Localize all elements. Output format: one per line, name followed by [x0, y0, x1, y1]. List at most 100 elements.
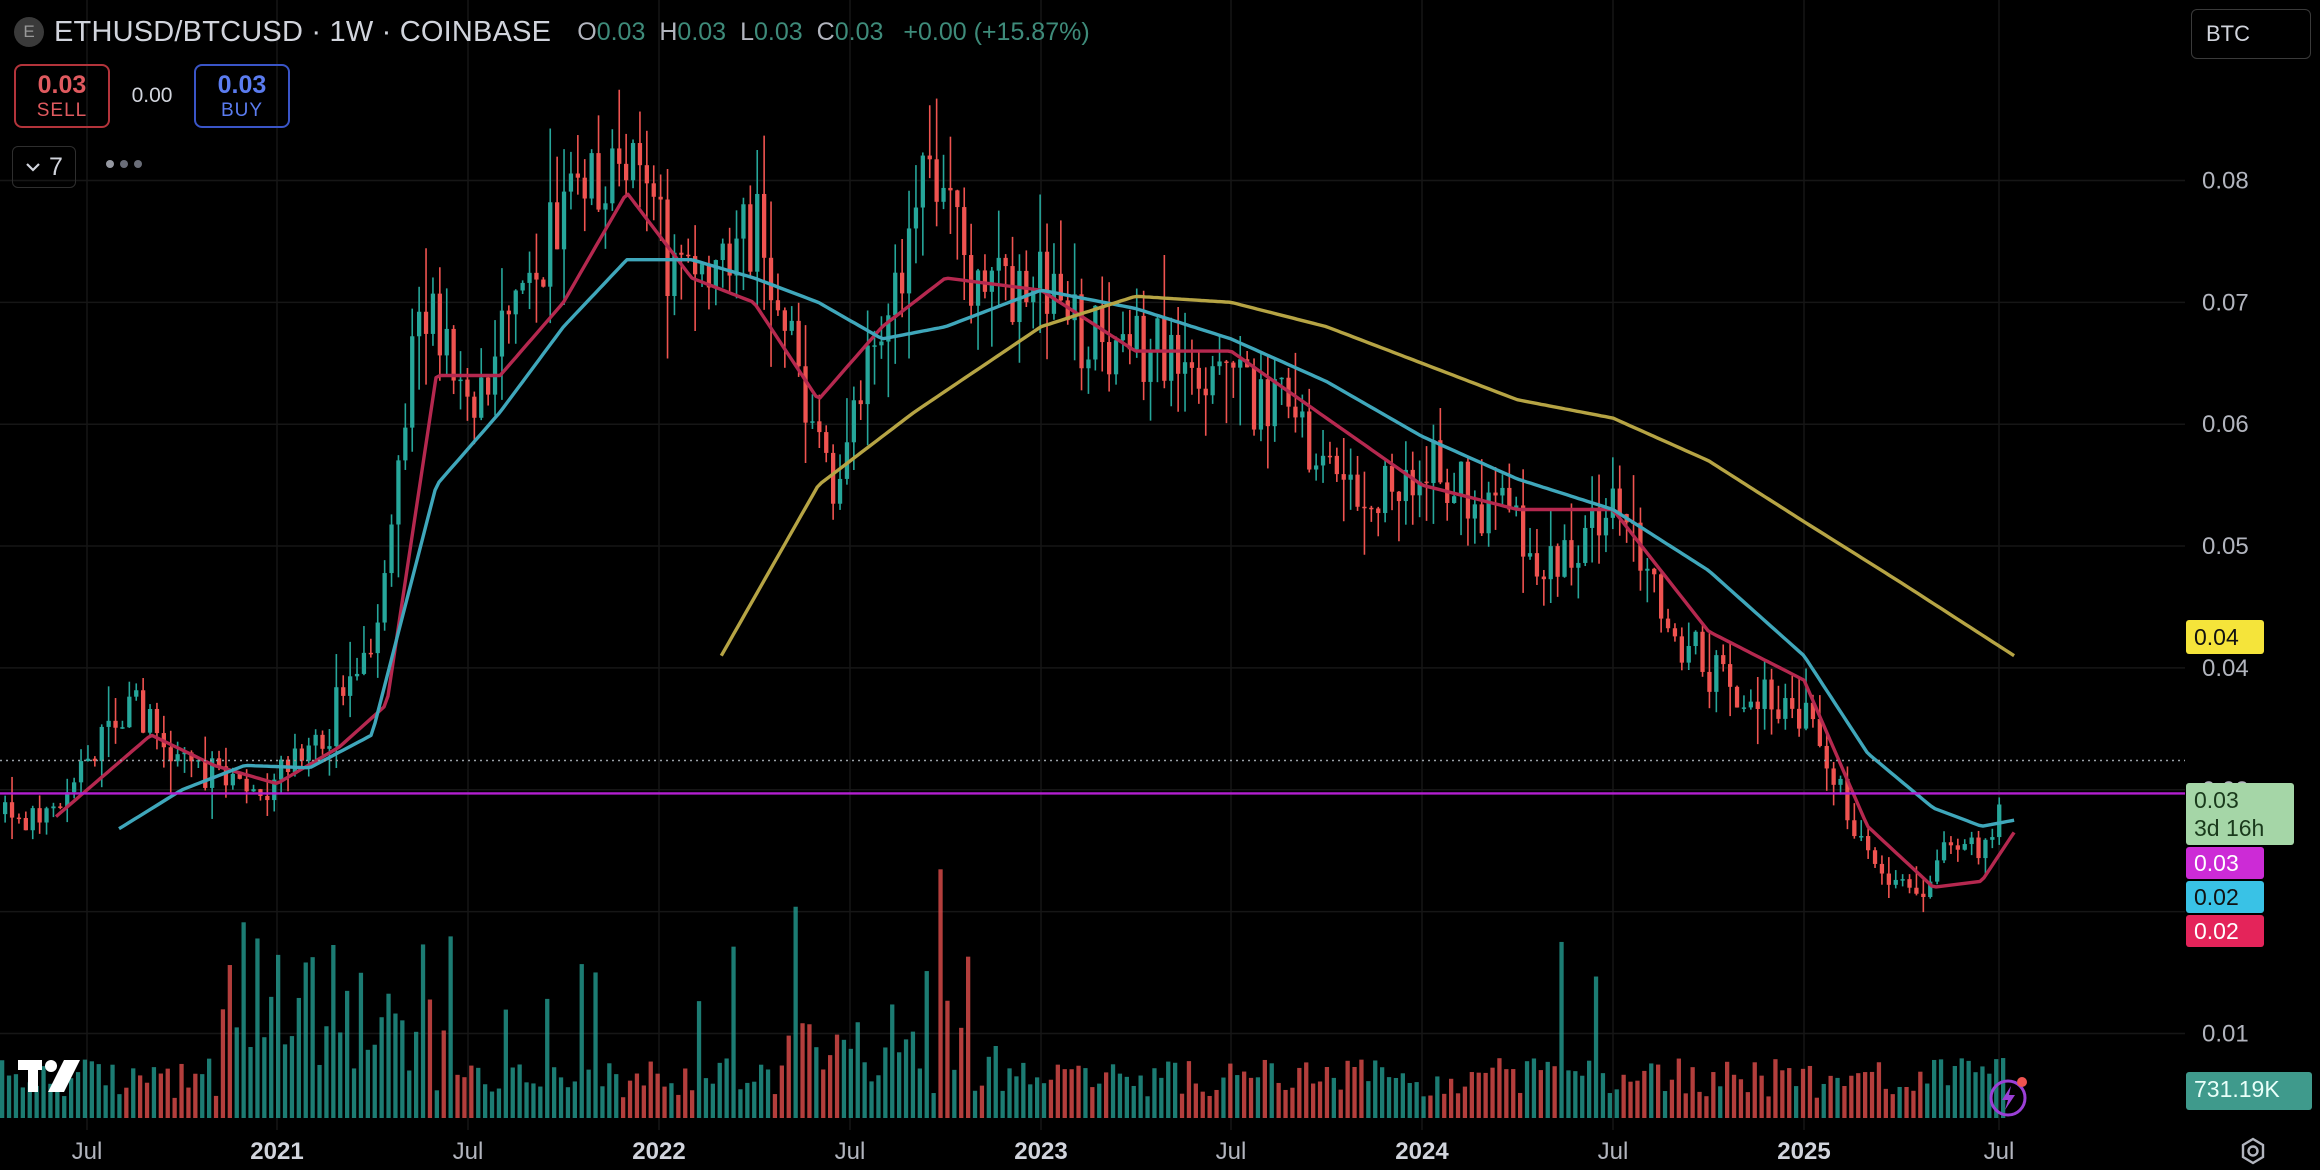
candle-body: [748, 204, 753, 272]
candle-body: [1707, 671, 1712, 692]
volume-bar: [1007, 1068, 1012, 1118]
candle-body: [334, 687, 339, 747]
currency-button[interactable]: BTC: [2191, 9, 2311, 59]
volume-bar: [248, 1047, 253, 1118]
candle-body: [1465, 461, 1471, 519]
volume-bar: [338, 1032, 343, 1118]
volume-bar: [1787, 1068, 1792, 1118]
candle-body: [1534, 553, 1540, 577]
volume-bar: [1842, 1086, 1847, 1118]
volume-bar: [96, 1064, 101, 1118]
sell-button[interactable]: 0.03 SELL: [14, 64, 110, 128]
candle-body: [458, 379, 463, 382]
indicators-toggle-button[interactable]: 7: [12, 146, 76, 188]
candle-body: [279, 759, 284, 780]
volume-bar: [1800, 1068, 1806, 1118]
tradingview-logo-icon[interactable]: [18, 1058, 84, 1094]
open-key: O: [577, 17, 597, 46]
candle-body: [1369, 507, 1374, 510]
volume-bar: [1683, 1093, 1688, 1118]
candle-body: [1169, 334, 1174, 381]
candle-body: [934, 159, 939, 202]
volume-bar: [1828, 1075, 1833, 1118]
volume-bar: [1856, 1073, 1861, 1118]
volume-bar: [786, 1035, 791, 1118]
volume-bar: [972, 1090, 978, 1118]
volume-bar: [952, 1069, 957, 1118]
candle-body: [403, 427, 408, 461]
candle-body: [1362, 506, 1367, 509]
volume-bar: [759, 1064, 764, 1118]
candle-body: [1603, 517, 1609, 536]
volume-bar: [814, 1047, 819, 1118]
volume-bar: [690, 1090, 695, 1118]
candle-body: [1320, 455, 1326, 466]
volume-bar: [1297, 1067, 1302, 1118]
volume-bar: [931, 1093, 936, 1118]
volume-bar: [765, 1069, 771, 1118]
volume-bar: [572, 1081, 577, 1118]
volume-bar: [1152, 1068, 1157, 1118]
candle-body: [44, 808, 49, 823]
candle-body: [513, 290, 518, 315]
candle-body: [1396, 491, 1402, 502]
volume-bar: [676, 1094, 681, 1118]
volume-bar: [517, 1064, 522, 1118]
volume-bar: [1062, 1069, 1067, 1118]
candle-body: [1265, 379, 1270, 427]
y-tick-label: 0.04: [2202, 655, 2249, 682]
candle-body: [423, 311, 429, 334]
candle-body: [617, 148, 622, 164]
volume-bar: [524, 1082, 529, 1118]
candle-body: [237, 773, 242, 779]
settings-gear-icon[interactable]: [2238, 1136, 2268, 1166]
lightning-bolt-icon[interactable]: [1988, 1074, 2032, 1118]
x-tick-label: Jul: [453, 1138, 484, 1165]
volume-bar: [1911, 1090, 1916, 1118]
buy-button[interactable]: 0.03 BUY: [194, 64, 290, 128]
candle-body: [1845, 778, 1850, 821]
candle-body: [134, 690, 139, 697]
volume-bar: [558, 1077, 564, 1118]
volume-bar: [282, 1044, 288, 1118]
candle-body: [430, 293, 436, 334]
candle-body: [1527, 553, 1533, 557]
candle-body: [1182, 362, 1188, 374]
volume-bar: [1925, 1083, 1930, 1118]
volume-bar: [779, 1065, 784, 1118]
candle-body: [1610, 488, 1615, 518]
candle-body: [1383, 465, 1388, 514]
candle-body: [810, 421, 815, 423]
candle-body: [679, 252, 684, 255]
candle-body: [499, 310, 505, 357]
candle-body: [348, 676, 353, 696]
y-tick-label: 0.06: [2202, 411, 2249, 438]
volume-bar: [1345, 1060, 1350, 1118]
ma21-line: [118, 258, 2015, 831]
x-tick-label: 2024: [1395, 1138, 1449, 1165]
candle-body: [1127, 334, 1132, 350]
candle-body: [1010, 266, 1015, 323]
volume-bar: [455, 1074, 460, 1118]
volume-bar: [917, 1068, 922, 1118]
candle-body: [1969, 837, 1974, 845]
volume-bar: [1704, 1096, 1709, 1118]
candle-body: [65, 792, 70, 807]
candle-body: [879, 341, 884, 346]
candle-body: [1148, 349, 1153, 382]
volume-bar: [800, 1023, 805, 1118]
candle-body: [444, 328, 449, 356]
candle-body: [1838, 778, 1843, 785]
exchange-badge[interactable]: E: [14, 17, 44, 47]
x-tick-label: Jul: [1598, 1138, 1629, 1165]
volume-bar: [179, 1063, 184, 1118]
x-tick-label: Jul: [1984, 1138, 2015, 1165]
candle-body: [1438, 440, 1443, 483]
candle-body: [1334, 455, 1339, 475]
volume-bar: [200, 1074, 205, 1118]
candle-body: [837, 478, 843, 504]
volume-bar: [1600, 1073, 1606, 1118]
more-dots-icon[interactable]: [106, 160, 142, 168]
symbol-title[interactable]: ETHUSD/BTCUSD · 1W · COINBASE: [54, 15, 552, 48]
